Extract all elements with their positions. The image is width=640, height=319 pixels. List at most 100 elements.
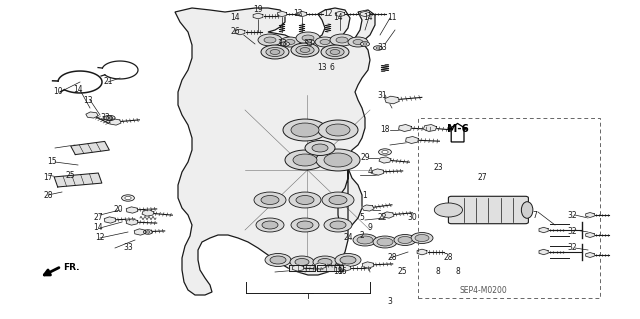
Text: 33: 33 xyxy=(377,43,387,53)
Polygon shape xyxy=(253,13,263,19)
Text: 16: 16 xyxy=(337,268,347,277)
Text: 27: 27 xyxy=(93,213,103,222)
Circle shape xyxy=(295,258,309,265)
Text: 33: 33 xyxy=(100,114,110,122)
Circle shape xyxy=(318,258,332,265)
Text: 1: 1 xyxy=(363,190,367,199)
Circle shape xyxy=(261,196,279,204)
Polygon shape xyxy=(335,11,344,17)
Ellipse shape xyxy=(522,202,533,218)
Circle shape xyxy=(435,203,463,217)
Circle shape xyxy=(289,192,321,208)
Polygon shape xyxy=(406,137,419,144)
Circle shape xyxy=(280,37,300,47)
Text: 22: 22 xyxy=(377,213,387,222)
Text: 25: 25 xyxy=(397,268,407,277)
Text: 28: 28 xyxy=(387,254,397,263)
Text: 10: 10 xyxy=(53,87,63,97)
Polygon shape xyxy=(317,265,343,271)
Circle shape xyxy=(262,221,278,229)
Polygon shape xyxy=(586,233,595,237)
Circle shape xyxy=(411,233,433,243)
Circle shape xyxy=(296,32,320,44)
Polygon shape xyxy=(104,217,116,223)
Polygon shape xyxy=(175,8,375,295)
Circle shape xyxy=(254,192,286,208)
Circle shape xyxy=(291,123,319,137)
Circle shape xyxy=(315,37,335,47)
Circle shape xyxy=(296,46,314,55)
Text: 30: 30 xyxy=(407,213,417,222)
Text: 28: 28 xyxy=(444,254,452,263)
Polygon shape xyxy=(298,11,307,17)
Circle shape xyxy=(290,256,314,268)
Circle shape xyxy=(376,47,380,49)
Circle shape xyxy=(108,117,112,119)
Polygon shape xyxy=(142,210,154,216)
Polygon shape xyxy=(586,212,595,218)
Text: 14: 14 xyxy=(93,224,103,233)
Circle shape xyxy=(329,196,347,204)
Circle shape xyxy=(291,43,319,57)
Circle shape xyxy=(360,42,369,46)
Text: 27: 27 xyxy=(477,174,487,182)
Polygon shape xyxy=(382,212,394,218)
Text: 20: 20 xyxy=(113,205,123,214)
Circle shape xyxy=(264,37,276,43)
Text: 19: 19 xyxy=(253,5,263,14)
Text: 18: 18 xyxy=(380,125,390,135)
Text: 32: 32 xyxy=(567,227,577,236)
Polygon shape xyxy=(539,249,548,255)
Circle shape xyxy=(283,43,287,45)
Text: 13: 13 xyxy=(83,95,93,105)
Text: 17: 17 xyxy=(43,174,53,182)
Text: SEP4-M0200: SEP4-M0200 xyxy=(460,286,507,295)
Text: 12: 12 xyxy=(95,234,105,242)
Circle shape xyxy=(312,144,328,152)
Polygon shape xyxy=(385,96,399,104)
Circle shape xyxy=(335,254,361,266)
Circle shape xyxy=(104,116,113,120)
Circle shape xyxy=(326,124,350,136)
Circle shape xyxy=(280,42,289,46)
Circle shape xyxy=(348,37,368,47)
Text: 4: 4 xyxy=(367,167,372,176)
Circle shape xyxy=(340,256,356,264)
Polygon shape xyxy=(126,219,138,225)
Text: 15: 15 xyxy=(47,158,57,167)
Text: 33: 33 xyxy=(123,243,133,253)
Circle shape xyxy=(374,46,383,50)
Circle shape xyxy=(398,236,412,243)
Polygon shape xyxy=(360,11,369,17)
Circle shape xyxy=(373,236,397,248)
Circle shape xyxy=(256,218,284,232)
Text: 18: 18 xyxy=(333,268,343,277)
Circle shape xyxy=(415,234,429,241)
Circle shape xyxy=(146,231,150,233)
Circle shape xyxy=(318,120,358,140)
Circle shape xyxy=(353,234,377,246)
Circle shape xyxy=(300,48,310,52)
Circle shape xyxy=(320,40,330,44)
Circle shape xyxy=(313,256,337,268)
Text: 25: 25 xyxy=(65,170,75,180)
Polygon shape xyxy=(417,249,427,255)
Circle shape xyxy=(285,40,295,44)
Text: 8: 8 xyxy=(436,268,440,277)
Circle shape xyxy=(270,49,280,55)
Text: 5: 5 xyxy=(360,213,364,222)
Circle shape xyxy=(293,154,317,166)
Text: 7: 7 xyxy=(532,211,538,219)
Circle shape xyxy=(291,218,319,232)
Polygon shape xyxy=(362,262,374,268)
Circle shape xyxy=(302,35,314,41)
Circle shape xyxy=(322,192,354,208)
Text: 21: 21 xyxy=(103,78,113,86)
Circle shape xyxy=(258,34,282,46)
Text: 26: 26 xyxy=(230,27,240,36)
Circle shape xyxy=(265,254,291,266)
Text: 29: 29 xyxy=(360,153,370,162)
Circle shape xyxy=(330,221,346,229)
Text: 32: 32 xyxy=(567,211,577,219)
Circle shape xyxy=(105,115,115,121)
